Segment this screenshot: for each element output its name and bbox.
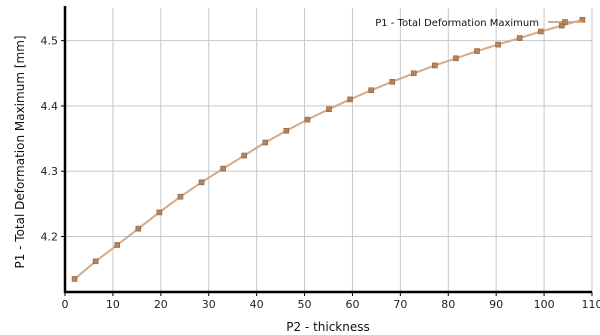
data-point <box>326 106 332 112</box>
plot-area <box>71 16 586 282</box>
legend-label: P1 - Total Deformation Maximum <box>375 18 539 29</box>
data-point <box>241 152 247 159</box>
data-point <box>559 22 565 29</box>
data-point <box>410 70 417 77</box>
x-tick-label: 80 <box>441 298 455 311</box>
y-tick-label: 4.3 <box>41 165 59 178</box>
data-point <box>156 209 163 216</box>
data-point <box>304 116 311 123</box>
data-point <box>198 179 205 186</box>
data-point <box>347 96 353 103</box>
data-point <box>71 276 78 282</box>
y-tick-label: 4.4 <box>41 100 59 113</box>
x-axis-title: P2 - thickness <box>286 320 370 334</box>
x-tick-label: 20 <box>154 298 168 311</box>
y-axis-title: P1 - Total Deformation Maximum [mm] <box>13 35 27 268</box>
x-tick-label: 90 <box>489 298 503 311</box>
x-tick-label: 110 <box>582 298 600 311</box>
data-point <box>495 41 501 48</box>
axes <box>61 6 593 296</box>
data-point <box>114 242 121 248</box>
x-tick-label: 40 <box>250 298 264 311</box>
y-tick-label: 4.2 <box>41 231 59 244</box>
data-point <box>177 193 184 200</box>
data-point <box>453 55 459 62</box>
data-point <box>368 87 374 94</box>
data-point <box>537 28 544 35</box>
data-point <box>220 165 226 172</box>
data-point <box>516 35 523 41</box>
data-point <box>474 48 480 54</box>
data-point <box>389 78 396 85</box>
legend-marker-sample <box>562 19 568 25</box>
x-tick-label: 30 <box>202 298 216 311</box>
data-point <box>283 127 290 134</box>
data-point <box>432 62 438 69</box>
data-point <box>135 225 142 232</box>
series-line <box>73 18 583 280</box>
grid <box>65 8 593 292</box>
x-tick-label: 100 <box>534 298 555 311</box>
x-tick-label: 70 <box>393 298 407 311</box>
data-point <box>579 16 586 23</box>
x-tick-label: 50 <box>298 298 312 311</box>
x-tick-label: 60 <box>345 298 359 311</box>
y-tick-label: 4.5 <box>41 35 59 48</box>
data-point <box>92 258 99 265</box>
legend: P1 - Total Deformation Maximum <box>375 18 582 29</box>
data-point <box>262 139 269 146</box>
x-tick-label: 10 <box>106 298 120 311</box>
tick-labels: 0 10 20 30 40 50 60 70 80 90 100 110 4.2 4.3 4.4 4.5 <box>41 35 600 311</box>
x-tick-label: 0 <box>62 298 69 311</box>
